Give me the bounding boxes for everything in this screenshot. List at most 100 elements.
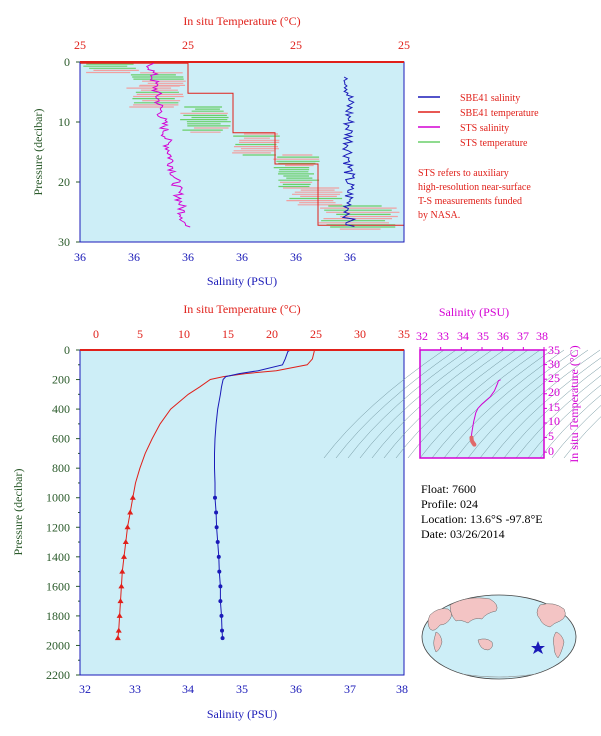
map-land-africa (427, 608, 452, 631)
float-location-star (531, 641, 545, 654)
profile-temp-tick: 20 (266, 327, 278, 341)
density-contour (335, 349, 457, 459)
temperature-profile-line (117, 350, 315, 639)
world-map (421, 594, 577, 680)
ts-temp-tick: 0 (548, 444, 554, 458)
map-land-north-america (536, 603, 566, 628)
density-contour (515, 375, 601, 459)
profile-temp-tick: 10 (178, 327, 190, 341)
profile-temp-tick: 5 (137, 327, 143, 341)
profile-pressure-tick: 800 (52, 461, 70, 475)
profile-sal-tick: 36 (290, 682, 302, 696)
top-traces (76, 61, 404, 243)
profile-temp-tick: 0 (93, 327, 99, 341)
profile-temp-axis-label: In situ Temperature (°C) (183, 302, 300, 316)
map-land-south-america (553, 631, 565, 659)
ts-traces (469, 379, 501, 447)
map-land-antarctica (461, 673, 537, 678)
profile-temp-tick: 25 (310, 327, 322, 341)
profile-sal-tick: 38 (396, 682, 408, 696)
salinity-marker (216, 554, 221, 559)
temperature-marker (127, 509, 134, 515)
ts-temp-tick: 25 (548, 371, 560, 385)
ts-sal-tick: 34 (457, 329, 469, 343)
top-pressure-tick: 30 (58, 235, 70, 249)
profile-temp-tick: 30 (354, 327, 366, 341)
ts-sal-tick: 32 (416, 329, 428, 343)
salinity-marker (220, 628, 225, 633)
ts-point (472, 442, 477, 447)
top-plot-area (80, 62, 404, 242)
top-sal-tick: 36 (236, 250, 248, 264)
map-land-africa-south (433, 631, 443, 653)
temperature-marker (124, 524, 131, 530)
temperature-marker (121, 553, 128, 559)
ts-temp-tick: 15 (548, 400, 560, 414)
sts-salinity-line (145, 61, 191, 228)
legend-label: SBE41 temperature (460, 108, 539, 119)
top-pressure-axis-label: Pressure (decibar) (31, 109, 45, 196)
density-contour (359, 349, 481, 459)
profile-sal-tick: 37 (344, 682, 356, 696)
density-contour (455, 349, 577, 459)
profile-pressure-tick: 400 (52, 402, 70, 416)
density-contour (479, 349, 601, 459)
profile-pressure-tick: 0 (64, 343, 70, 357)
ts-temp-tick: 35 (548, 343, 560, 357)
salinity-marker (213, 495, 217, 500)
top-temp-tick: 25 (398, 38, 410, 52)
profile-temp-tick: 35 (398, 327, 410, 341)
ts-ticks (419, 347, 547, 453)
ts-temp-tick: 20 (548, 385, 560, 399)
density-contour (407, 349, 529, 459)
density-contour (419, 349, 541, 459)
ts-sal-tick: 33 (437, 329, 449, 343)
top-sal-tick: 36 (74, 250, 86, 264)
temperature-marker (129, 494, 136, 500)
top-sal-tick: 36 (290, 250, 302, 264)
sts-note-line: by NASA. (418, 210, 460, 221)
sts-note-line: T-S measurements funded (418, 196, 522, 207)
top-panel: In situ Temperature (°C) 25 25 25 25 36 … (31, 14, 410, 288)
ts-temp-tick: 5 (548, 429, 554, 443)
profile-pressure-tick: 1800 (46, 609, 70, 623)
date: Date: 03/26/2014 (421, 527, 505, 541)
sts-note-line: STS refers to auxiliary (418, 168, 509, 179)
profile-pressure-tick: 2000 (46, 638, 70, 652)
top-temp-tick: 25 (74, 38, 86, 52)
profile-temp-tick: 15 (222, 327, 234, 341)
ts-sal-tick: 35 (477, 329, 489, 343)
temperature-marker (119, 568, 126, 574)
legend-label: STS temperature (460, 138, 528, 149)
density-contour (467, 349, 589, 459)
ts-temp-axis-label: In situ Temperature (°C) (567, 345, 581, 462)
profile-panel: 0200400600800100012001400160018002000220… (11, 302, 410, 721)
ts-sal-tick: 38 (536, 329, 548, 343)
float-info: Float: 7600 Profile: 024 Location: 13.6°… (421, 482, 543, 541)
density-contour (527, 384, 601, 459)
legend-label: STS salinity (460, 123, 509, 134)
float-id: Float: 7600 (421, 482, 476, 496)
profile-pressure-tick: 1400 (46, 550, 70, 564)
ts-density-contours (323, 349, 601, 459)
sbe41-temperature-line (80, 62, 404, 226)
top-pressure-tick: 20 (58, 175, 70, 189)
ts-sal-tick: 36 (497, 329, 509, 343)
temperature-marker (122, 539, 129, 545)
density-contour (443, 349, 565, 459)
profile-sal-tick: 32 (79, 682, 91, 696)
density-contour (551, 405, 601, 459)
profile-pressure-axis-label: Pressure (decibar) (11, 469, 25, 556)
profile-sal-axis-label: Salinity (PSU) (207, 707, 277, 721)
ts-sal-axis-label: Salinity (PSU) (439, 305, 509, 319)
top-temp-tick: 25 (290, 38, 302, 52)
salinity-marker (219, 613, 224, 618)
top-temp-axis-label: In situ Temperature (°C) (183, 14, 300, 28)
profile-pressure-tick: 200 (52, 373, 70, 387)
profile-sal-tick: 33 (129, 682, 141, 696)
density-contour (371, 349, 493, 459)
location: Location: 13.6°S -97.8°E (421, 512, 543, 526)
legend: SBE41 salinity SBE41 temperature STS sal… (418, 93, 539, 149)
temperature-marker (117, 598, 124, 604)
profile-traces (114, 349, 315, 641)
